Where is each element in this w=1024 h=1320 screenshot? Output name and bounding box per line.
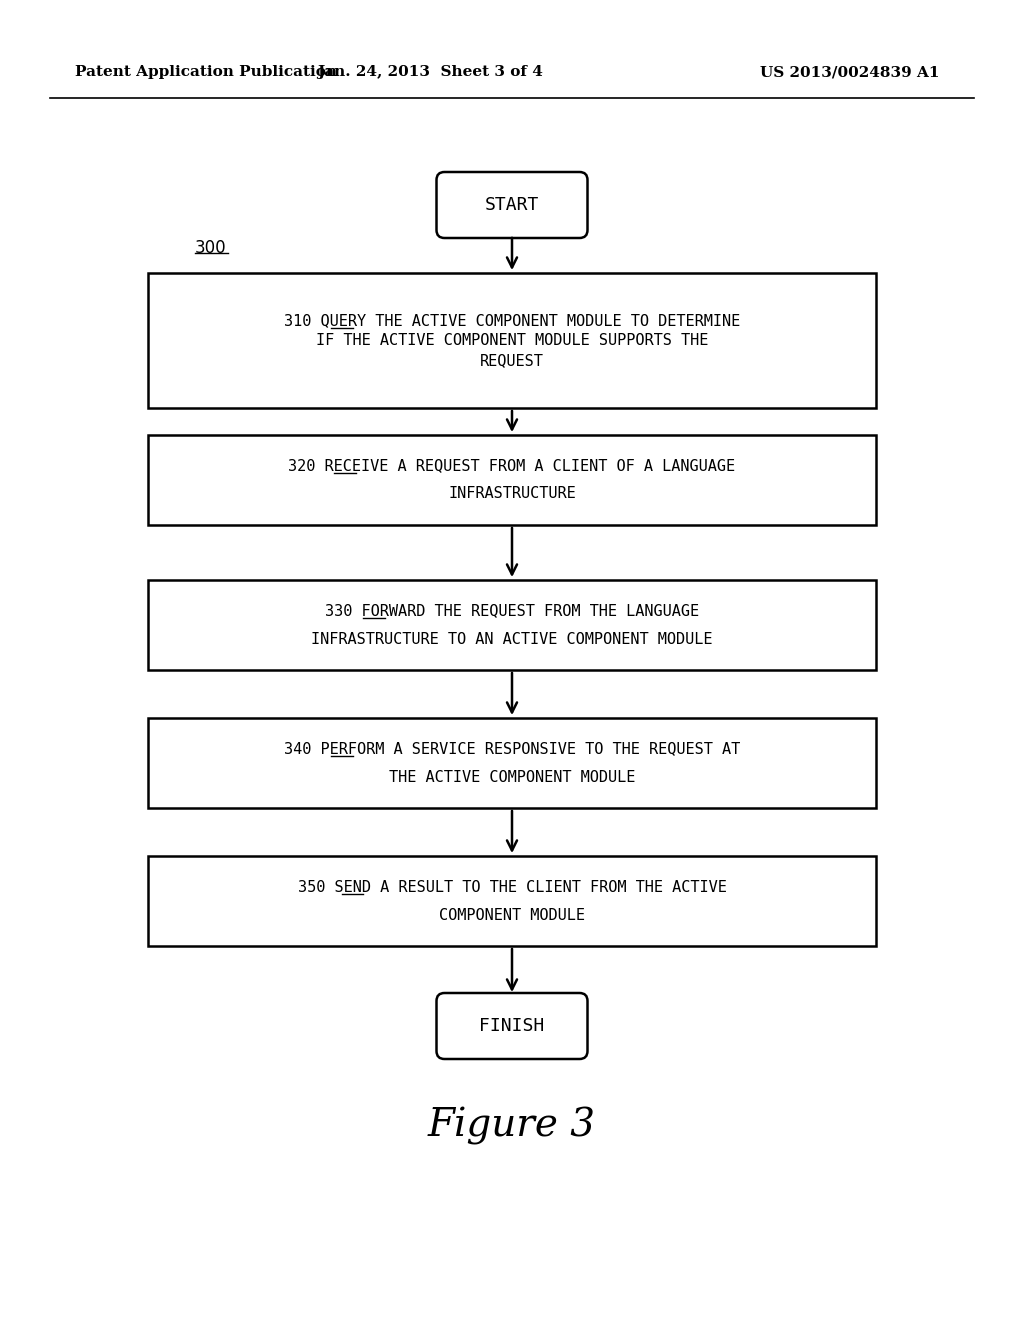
Bar (148, 436, 876, 525)
Text: IF THE ACTIVE COMPONENT MODULE SUPPORTS THE: IF THE ACTIVE COMPONENT MODULE SUPPORTS … (315, 333, 709, 348)
Text: Figure 3: Figure 3 (428, 1107, 596, 1144)
Bar (148, 855, 876, 946)
Text: 350 SEND A RESULT TO THE CLIENT FROM THE ACTIVE: 350 SEND A RESULT TO THE CLIENT FROM THE… (298, 879, 726, 895)
Text: FINISH: FINISH (479, 1016, 545, 1035)
Text: THE ACTIVE COMPONENT MODULE: THE ACTIVE COMPONENT MODULE (389, 770, 635, 784)
Text: REQUEST: REQUEST (480, 352, 544, 368)
Text: COMPONENT MODULE: COMPONENT MODULE (439, 908, 585, 923)
Text: 300: 300 (195, 239, 226, 257)
Text: INFRASTRUCTURE TO AN ACTIVE COMPONENT MODULE: INFRASTRUCTURE TO AN ACTIVE COMPONENT MO… (311, 631, 713, 647)
Text: 330 FORWARD THE REQUEST FROM THE LANGUAGE: 330 FORWARD THE REQUEST FROM THE LANGUAG… (325, 603, 699, 619)
Text: 320 RECEIVE A REQUEST FROM A CLIENT OF A LANGUAGE: 320 RECEIVE A REQUEST FROM A CLIENT OF A… (289, 458, 735, 474)
Text: Patent Application Publication: Patent Application Publication (75, 65, 337, 79)
Text: 310 QUERY THE ACTIVE COMPONENT MODULE TO DETERMINE: 310 QUERY THE ACTIVE COMPONENT MODULE TO… (284, 313, 740, 327)
Bar (148, 273, 876, 408)
Text: US 2013/0024839 A1: US 2013/0024839 A1 (760, 65, 940, 79)
Bar (148, 579, 876, 671)
FancyBboxPatch shape (436, 172, 588, 238)
Text: 340 PERFORM A SERVICE RESPONSIVE TO THE REQUEST AT: 340 PERFORM A SERVICE RESPONSIVE TO THE … (284, 742, 740, 756)
Text: START: START (484, 195, 540, 214)
Text: INFRASTRUCTURE: INFRASTRUCTURE (449, 487, 575, 502)
FancyBboxPatch shape (436, 993, 588, 1059)
Text: Jan. 24, 2013  Sheet 3 of 4: Jan. 24, 2013 Sheet 3 of 4 (317, 65, 543, 79)
Bar (148, 718, 876, 808)
